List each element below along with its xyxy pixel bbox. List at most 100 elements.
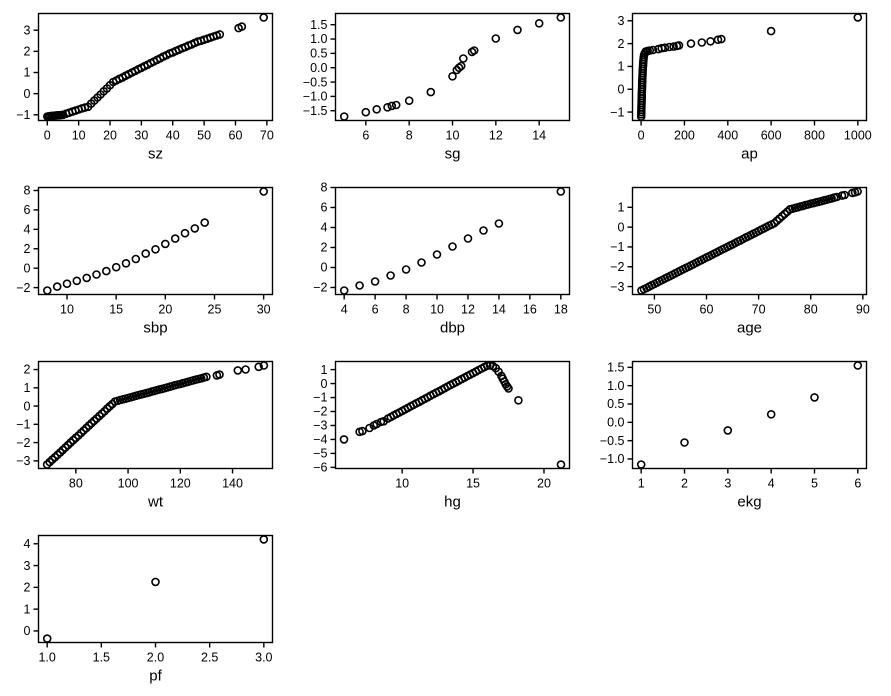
data-point xyxy=(339,286,349,295)
x-axis: 50 60 70 80 90 xyxy=(647,294,870,317)
y-tick-label: −4 xyxy=(313,433,327,447)
y-tick-label: 1 xyxy=(618,60,625,74)
data-point xyxy=(180,228,190,238)
y-tick-label: −2 xyxy=(313,281,327,295)
y-tick-label: −0.5 xyxy=(600,434,625,448)
data-point xyxy=(42,634,52,643)
data-point xyxy=(706,36,715,46)
x-axis: 1 2 3 4 5 6 xyxy=(638,468,861,491)
data-point xyxy=(100,406,109,416)
data-point xyxy=(241,365,250,374)
x-tick-label: 2.5 xyxy=(201,651,218,665)
data-point xyxy=(514,395,523,405)
data-point xyxy=(355,281,364,290)
scatter-plot-sbp: 10 15 20 25 30 −2 0 2 4 6 8 sbp xyxy=(16,184,274,337)
data-point xyxy=(92,270,101,279)
x-axis: 80 100 120 140 xyxy=(69,468,243,491)
data-point xyxy=(491,34,501,43)
x-axis-title: sg xyxy=(445,146,461,163)
data-point xyxy=(161,239,170,249)
subplot-dbp: 4 6 8 10 12 14 16 18 −2 0 2 4 6 8 dbp xyxy=(297,174,594,348)
x-tick-label: 14 xyxy=(532,129,546,143)
y-tick-label: 8 xyxy=(24,184,31,198)
data-point xyxy=(680,438,689,447)
x-tick-label: 6 xyxy=(372,303,379,317)
data-point xyxy=(372,105,381,114)
data-point xyxy=(72,276,82,286)
x-tick-label: 14 xyxy=(492,303,506,317)
data-point xyxy=(200,218,209,227)
data-point xyxy=(717,34,726,44)
x-axis: 0 200 400 600 800 1000 xyxy=(638,120,872,143)
y-tick-label: −5 xyxy=(313,447,327,461)
x-axis-title: ekg xyxy=(737,494,761,511)
x-tick-label: 80 xyxy=(69,477,83,491)
y-tick-label: −6 xyxy=(313,461,327,475)
x-tick-label: 40 xyxy=(166,129,180,143)
y-tick-label: −1.5 xyxy=(303,104,328,118)
x-tick-label: 200 xyxy=(674,129,695,143)
plot-box xyxy=(37,186,274,296)
data-point xyxy=(766,26,776,36)
x-tick-label: 8 xyxy=(403,303,410,317)
x-tick-label: 8 xyxy=(406,129,413,143)
x-tick-label: 3 xyxy=(724,477,731,491)
data-point xyxy=(190,224,200,233)
y-axis: −1 0 1 2 3 xyxy=(610,14,633,119)
y-tick-label: −3 xyxy=(313,419,327,433)
data-point xyxy=(233,366,243,375)
data-point xyxy=(479,226,488,235)
x-axis: 6 8 10 12 14 xyxy=(362,120,546,143)
x-tick-label: 80 xyxy=(804,303,818,317)
y-axis: −1 0 1 2 3 xyxy=(16,23,39,122)
y-tick-label: 4 xyxy=(24,223,31,237)
x-tick-label: 15 xyxy=(466,477,480,491)
data-point xyxy=(840,190,849,200)
data-point xyxy=(82,273,91,283)
data-point xyxy=(556,13,566,22)
x-tick-label: 70 xyxy=(260,129,274,143)
data-point xyxy=(853,361,863,370)
data-point xyxy=(259,535,269,544)
data-point xyxy=(151,245,160,254)
y-tick-label: 1.5 xyxy=(310,18,327,32)
x-tick-label: 10 xyxy=(72,129,86,143)
data-point xyxy=(387,101,397,111)
data-points xyxy=(636,361,863,469)
x-axis-title: age xyxy=(737,320,762,337)
data-point xyxy=(504,384,513,393)
x-tick-label: 50 xyxy=(197,129,211,143)
scatter-plot-sz: 0 10 20 30 40 50 60 70 −1 0 1 2 3 sz xyxy=(16,12,274,163)
data-point xyxy=(151,577,160,587)
x-tick-label: 140 xyxy=(222,477,243,491)
data-point xyxy=(853,187,862,196)
data-point xyxy=(636,460,646,469)
data-point xyxy=(456,61,466,71)
data-points xyxy=(636,13,863,121)
data-points xyxy=(42,187,269,295)
y-tick-label: 3 xyxy=(24,559,31,573)
x-tick-label: 1 xyxy=(638,477,645,491)
subplot-sz: 0 10 20 30 40 50 60 70 −1 0 1 2 3 sz xyxy=(0,0,297,174)
data-point xyxy=(365,423,374,433)
data-point xyxy=(463,234,473,243)
x-tick-label: 12 xyxy=(489,129,503,143)
x-tick-label: 25 xyxy=(208,303,222,317)
y-tick-label: −2 xyxy=(313,405,327,419)
x-axis-title: hg xyxy=(444,494,461,511)
scatter-plot-ekg: 1 2 3 4 5 6 −1.0 −0.5 0.0 0.5 1.0 1.5 ekg xyxy=(600,361,868,511)
subplot-sbp: 10 15 20 25 30 −2 0 2 4 6 8 sbp xyxy=(0,174,297,348)
y-tick-label: 0.0 xyxy=(310,61,327,75)
y-tick-label: −1 xyxy=(313,391,327,405)
y-tick-label: −1.0 xyxy=(303,90,328,104)
y-axis: −2 0 2 4 6 8 xyxy=(313,181,336,295)
data-point xyxy=(713,35,723,45)
data-point xyxy=(448,72,457,81)
data-point xyxy=(660,43,670,53)
x-tick-label: 600 xyxy=(761,129,782,143)
x-tick-label: 0 xyxy=(44,129,51,143)
x-axis: 1.0 1.5 2.0 2.5 3.0 xyxy=(38,642,273,665)
y-tick-label: 6 xyxy=(321,201,328,215)
y-tick-label: −1 xyxy=(16,108,30,122)
y-tick-label: 0 xyxy=(618,82,625,96)
